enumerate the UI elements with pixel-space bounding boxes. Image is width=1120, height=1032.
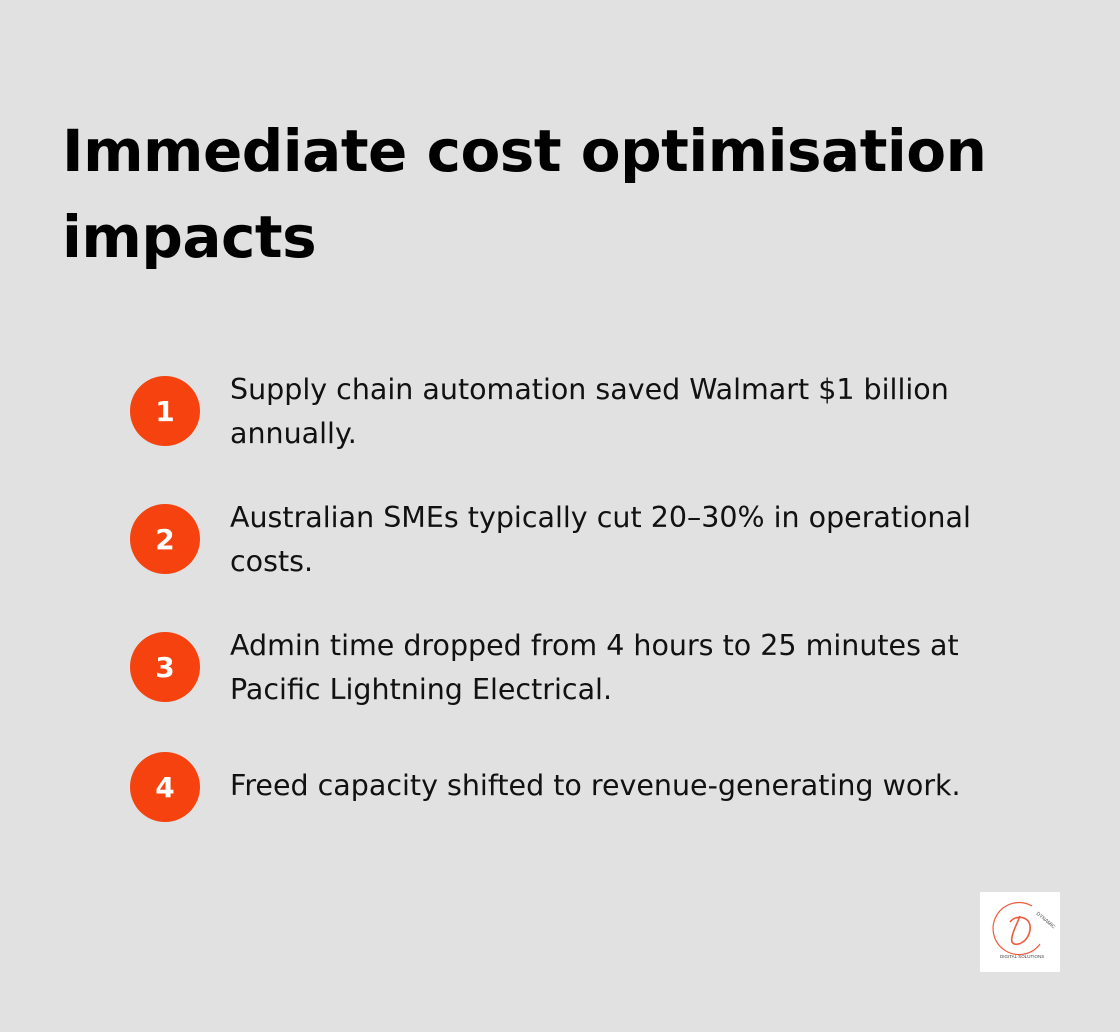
list-item-text: Australian SMEs typically cut 20–30% in … <box>230 501 971 578</box>
svg-text:DYNAMIC: DYNAMIC <box>1035 911 1057 931</box>
number-badge: 1 <box>130 376 200 446</box>
list-item-text: Supply chain automation saved Walmart $1… <box>230 373 949 450</box>
list-item-text: Freed capacity shifted to revenue-genera… <box>230 769 961 802</box>
page-title: Immediate cost optimisation impacts <box>62 117 987 271</box>
logo-icon: DYNAMIC DIGITAL SOLUTIONS <box>992 901 1057 959</box>
brand-logo: DYNAMIC DIGITAL SOLUTIONS <box>980 892 1060 972</box>
svg-text:DIGITAL SOLUTIONS: DIGITAL SOLUTIONS <box>1000 954 1044 959</box>
number-badge: 2 <box>130 504 200 574</box>
list-item-text: Admin time dropped from 4 hours to 25 mi… <box>230 629 959 706</box>
number-badge: 3 <box>130 632 200 702</box>
number-badge: 4 <box>130 752 200 822</box>
